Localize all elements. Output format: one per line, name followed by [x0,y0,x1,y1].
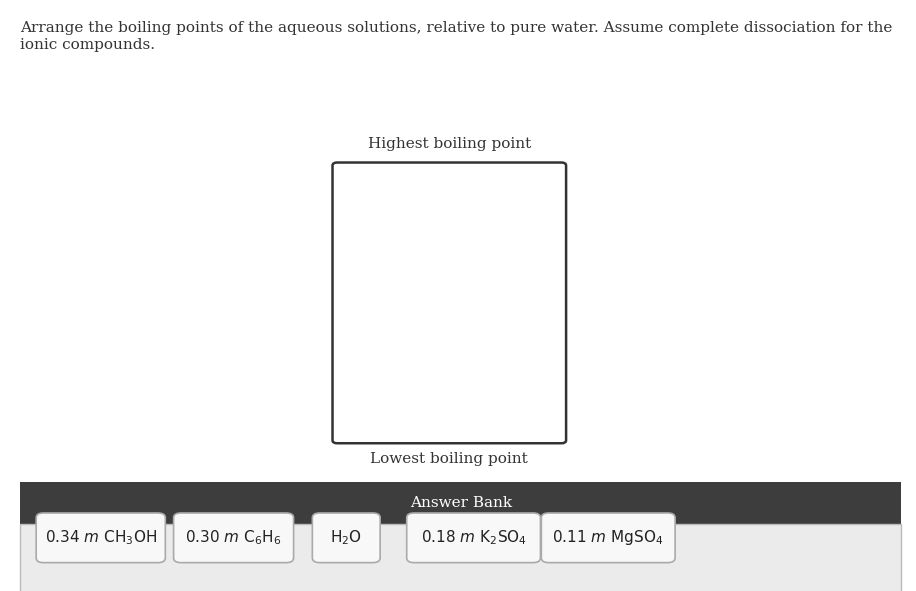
Text: $\mathrm{H_2O}$: $\mathrm{H_2O}$ [331,528,362,547]
Text: $0.18\ \mathit{m}\ \mathrm{K_2SO_4}$: $0.18\ \mathit{m}\ \mathrm{K_2SO_4}$ [420,528,527,547]
FancyBboxPatch shape [541,513,675,563]
FancyBboxPatch shape [333,163,566,443]
FancyBboxPatch shape [37,513,166,563]
FancyBboxPatch shape [20,524,901,591]
Text: $0.11\ \mathit{m}\ \mathrm{MgSO_4}$: $0.11\ \mathit{m}\ \mathrm{MgSO_4}$ [552,528,664,547]
FancyBboxPatch shape [312,513,380,563]
FancyBboxPatch shape [407,513,540,563]
Text: Lowest boiling point: Lowest boiling point [370,452,529,466]
Text: Highest boiling point: Highest boiling point [367,137,531,151]
Text: Arrange the boiling points of the aqueous solutions, relative to pure water. Ass: Arrange the boiling points of the aqueou… [20,21,892,35]
FancyBboxPatch shape [20,482,901,524]
Text: Answer Bank: Answer Bank [409,496,512,510]
Text: $0.30\ \mathit{m}\ \mathrm{C_6H_6}$: $0.30\ \mathit{m}\ \mathrm{C_6H_6}$ [185,528,282,547]
Text: ionic compounds.: ionic compounds. [20,38,155,53]
Text: $0.34\ \mathit{m}\ \mathrm{CH_3OH}$: $0.34\ \mathit{m}\ \mathrm{CH_3OH}$ [45,528,157,547]
FancyBboxPatch shape [173,513,293,563]
